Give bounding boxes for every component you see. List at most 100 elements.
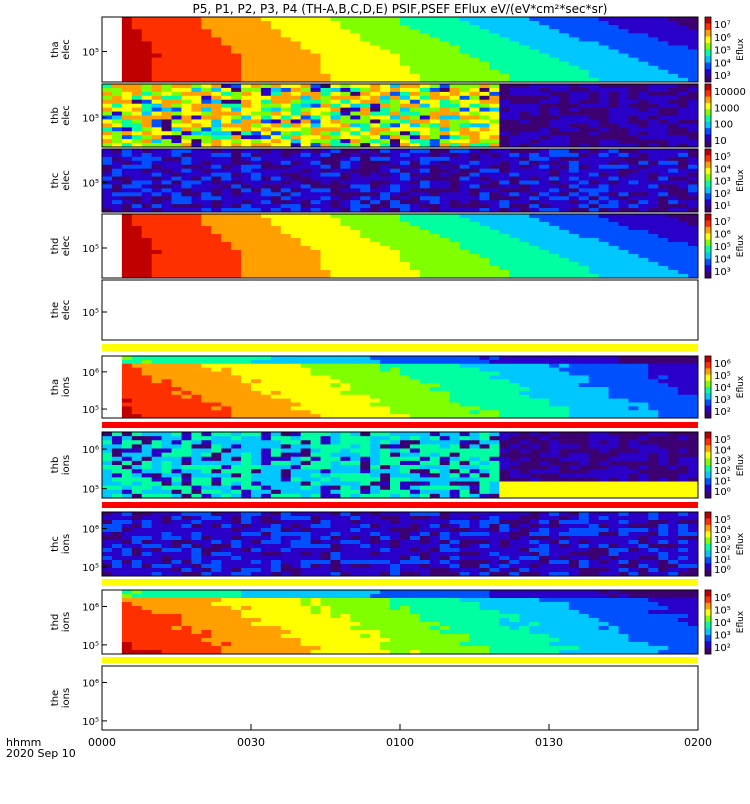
spectrogram-cell bbox=[261, 254, 271, 259]
spectrogram-cell bbox=[380, 181, 390, 185]
spectrogram-cell bbox=[231, 403, 241, 407]
spectrogram-cell bbox=[638, 181, 648, 185]
spectrogram-cell bbox=[181, 127, 191, 131]
spectrogram-cell bbox=[430, 153, 440, 157]
spectrogram-cell bbox=[330, 173, 340, 177]
spectrogram-cell bbox=[311, 153, 321, 157]
spectrogram-cell bbox=[688, 387, 698, 391]
spectrogram-cell bbox=[211, 92, 221, 96]
spectrogram-cell bbox=[181, 25, 191, 30]
spectrogram-cell bbox=[499, 123, 509, 127]
spectrogram-cell bbox=[648, 112, 658, 116]
spectrogram-cell bbox=[420, 410, 430, 414]
spectrogram-cell bbox=[430, 200, 440, 204]
spectrogram-cell bbox=[470, 70, 480, 75]
spectrogram-cell bbox=[430, 161, 440, 165]
spectrogram-cell bbox=[181, 58, 191, 63]
spectrogram-cell bbox=[499, 387, 509, 391]
spectrogram-cell bbox=[519, 100, 529, 104]
spectrogram-cell bbox=[360, 92, 370, 96]
spectrogram-cell bbox=[241, 74, 251, 79]
spectrogram-cell bbox=[281, 226, 291, 231]
spectrogram-cell bbox=[241, 104, 251, 108]
spectrogram-cell bbox=[688, 169, 698, 173]
spectrogram-cell bbox=[589, 177, 599, 181]
spectrogram-cell bbox=[350, 246, 360, 251]
colorbar-swatch bbox=[705, 100, 711, 104]
spectrogram-cell bbox=[132, 403, 142, 407]
spectrogram-cell bbox=[589, 119, 599, 123]
spectrogram-cell bbox=[549, 383, 559, 387]
spectrogram-cell bbox=[321, 204, 331, 208]
spectrogram-cell bbox=[360, 131, 370, 135]
spectrogram-cell bbox=[470, 116, 480, 120]
spectrogram-cell bbox=[132, 21, 142, 26]
spectrogram-cell bbox=[420, 266, 430, 271]
colorbar-swatch bbox=[705, 265, 711, 269]
spectrogram-cell bbox=[529, 214, 539, 219]
spectrogram-cell bbox=[251, 379, 261, 383]
spectrogram-cell bbox=[658, 262, 668, 267]
spectrogram-cell bbox=[191, 21, 201, 26]
spectrogram-cell bbox=[420, 230, 430, 235]
spectrogram-cell bbox=[678, 270, 688, 275]
spectrogram-cell bbox=[181, 74, 191, 79]
spectrogram-cell bbox=[688, 204, 698, 208]
spectrogram-cell bbox=[181, 104, 191, 108]
spectrogram-cell bbox=[231, 127, 241, 131]
spectrogram-cell bbox=[628, 184, 638, 188]
spectrogram-cell bbox=[321, 387, 331, 391]
spectrogram-cell bbox=[122, 375, 132, 379]
spectrogram-cell bbox=[460, 54, 470, 59]
spectrogram-cell bbox=[539, 100, 549, 104]
spectrogram-cell bbox=[370, 270, 380, 275]
spectrogram-cell bbox=[589, 112, 599, 116]
spectrogram-cell bbox=[470, 364, 480, 368]
spectrogram-cell bbox=[281, 139, 291, 143]
spectrogram-cell bbox=[340, 360, 350, 364]
spectrogram-cell bbox=[569, 92, 579, 96]
spectrogram-cell bbox=[420, 17, 430, 22]
spectrogram-cell bbox=[191, 96, 201, 100]
spectrogram-cell bbox=[609, 119, 619, 123]
spectrogram-cell bbox=[599, 250, 609, 255]
spectrogram-cell bbox=[132, 234, 142, 239]
spectrogram-cell bbox=[172, 356, 182, 360]
spectrogram-cell bbox=[430, 242, 440, 247]
spectrogram-cell bbox=[559, 262, 569, 267]
spectrogram-cell bbox=[132, 391, 142, 395]
spectrogram-cell bbox=[172, 21, 182, 26]
spectrogram-cell bbox=[619, 62, 629, 67]
spectrogram-cell bbox=[599, 222, 609, 227]
spectrogram-cell bbox=[221, 41, 231, 46]
spectrogram-cell bbox=[102, 119, 112, 123]
spectrogram-cell bbox=[281, 218, 291, 223]
spectrogram-cell bbox=[509, 153, 519, 157]
spectrogram-cell bbox=[191, 25, 201, 30]
spectrogram-cell bbox=[430, 74, 440, 79]
spectrogram-cell bbox=[569, 258, 579, 263]
spectrogram-cell bbox=[152, 50, 162, 55]
spectrogram-cell bbox=[509, 135, 519, 139]
spectrogram-cell bbox=[360, 238, 370, 243]
spectrogram-cell bbox=[181, 66, 191, 71]
spectrogram-cell bbox=[301, 21, 311, 26]
spectrogram-cell bbox=[529, 368, 539, 372]
spectrogram-cell bbox=[330, 238, 340, 243]
spectrogram-cell bbox=[321, 368, 331, 372]
spectrogram-cell bbox=[102, 490, 112, 495]
spectrogram-cell bbox=[470, 204, 480, 208]
spectrogram-cell bbox=[460, 177, 470, 181]
spectrogram-cell bbox=[519, 391, 529, 395]
spectrogram-cell bbox=[619, 379, 629, 383]
spectrogram-cell bbox=[460, 270, 470, 275]
spectrogram-cell bbox=[529, 200, 539, 204]
spectrogram-cell bbox=[410, 375, 420, 379]
spectrogram-cell bbox=[658, 104, 668, 108]
colorbar-swatch bbox=[705, 141, 711, 145]
spectrogram-cell bbox=[311, 17, 321, 22]
spectrogram-cell bbox=[251, 258, 261, 263]
spectrogram-cell bbox=[191, 383, 201, 387]
spectrogram-cell bbox=[350, 270, 360, 275]
spectrogram-cell bbox=[301, 116, 311, 120]
